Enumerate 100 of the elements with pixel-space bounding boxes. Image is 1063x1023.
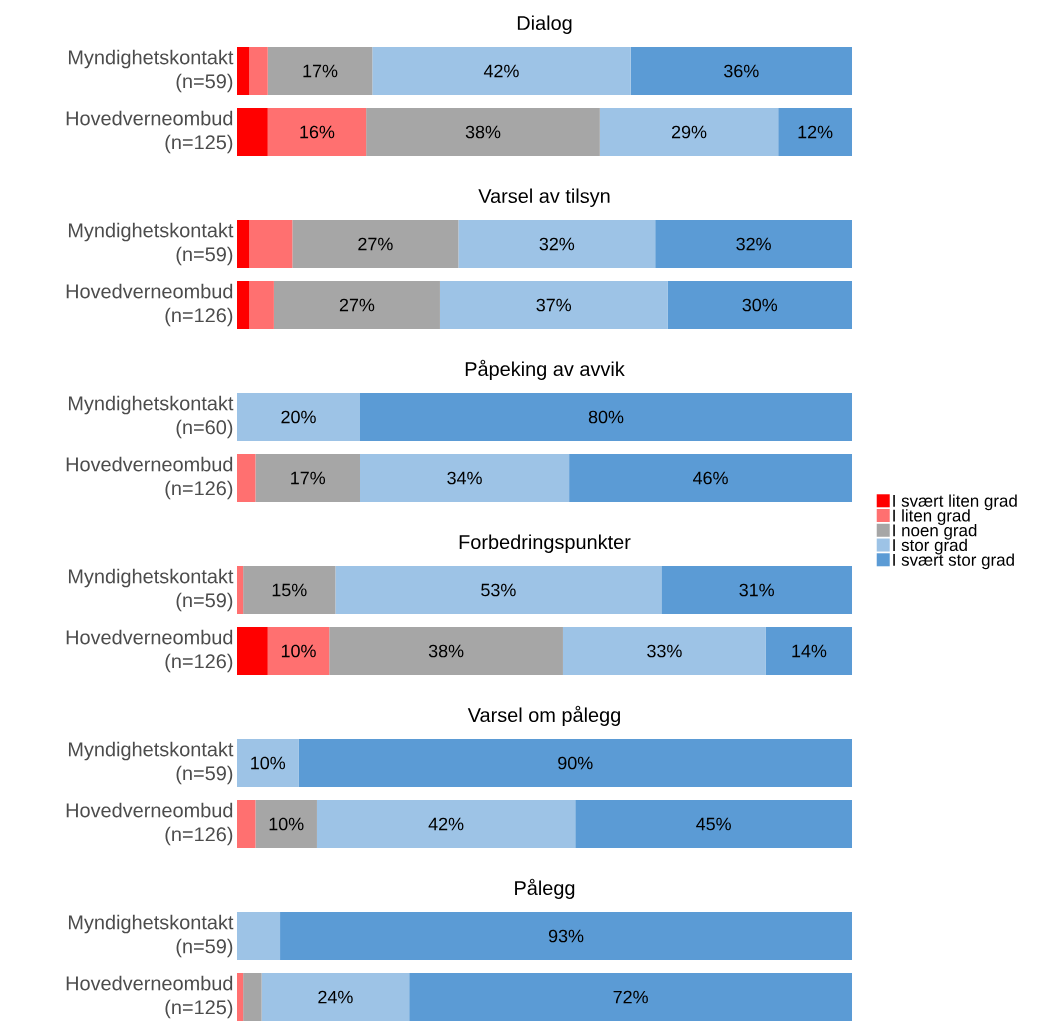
bar [655,220,853,268]
bar [575,800,853,849]
data-label: 90% [558,756,593,770]
y-tick-label: Myndighetskontakt (n=59) [68,222,234,266]
data-label: 42% [483,64,519,78]
bar [249,220,293,268]
y-tick-label: Hovedverneombud (n=126) [66,283,233,327]
bar [661,566,853,615]
bar [372,47,631,95]
bar [267,627,330,676]
data-label: 10% [251,756,286,770]
data-label: 46% [693,471,728,485]
chart-title: Dialog [517,15,572,35]
chart-title: Varsel av tilsyn [478,188,610,208]
data-label: 17% [291,471,326,485]
data-label: 16% [300,125,335,139]
bar [237,800,256,849]
bar [316,800,576,849]
bar [237,108,268,156]
data-label: 10% [281,644,316,658]
data-label: 93% [548,929,584,943]
data-label: 34% [447,471,482,485]
bar [237,566,244,615]
chart-title: Påpeking av avvik [465,359,625,381]
legend-label: I stor grad [893,538,967,555]
bar [298,739,853,788]
y-tick-label: Hovedverneombud (n=125) [66,110,233,154]
bar [335,566,662,615]
data-label: 33% [647,644,682,658]
bar [243,973,262,1022]
bar [267,108,367,156]
data-label: 15% [272,583,307,597]
bar [237,47,250,95]
data-label: 27% [339,298,375,312]
data-label: 14% [792,644,827,658]
bar [366,108,600,156]
data-label: 38% [428,644,464,658]
data-label: 42% [428,817,464,831]
y-tick-label: Hovedverneombud (n=126) [66,629,233,673]
data-label: 53% [481,583,516,597]
bar [329,627,563,676]
bar [237,912,281,961]
y-tick-label: Hovedverneombud (n=126) [66,802,233,846]
bar [765,627,853,676]
y-tick-label: Myndighetskontakt (n=59) [68,741,234,785]
bar [237,973,244,1022]
data-label: 31% [739,583,774,597]
bar [569,454,853,503]
bar [439,281,668,329]
y-tick-label: Hovedverneombud (n=126) [66,456,233,500]
legend-label: I liten grad [893,509,970,525]
bar [562,627,766,676]
bar [249,281,274,329]
bar [255,800,317,849]
bar [409,973,853,1022]
y-tick-label: Hovedverneombud (n=125) [66,975,233,1019]
bar [360,393,853,442]
data-label: 10% [269,817,304,831]
y-tick-label: Myndighetskontakt (n=60) [68,395,234,439]
data-label: 24% [318,990,353,1004]
bar [237,393,360,442]
bar [237,627,268,676]
data-label: 36% [724,64,759,78]
data-label: 12% [798,125,833,139]
data-label: 38% [465,125,501,139]
data-label: 80% [588,410,624,424]
y-tick-label: Myndighetskontakt (n=59) [68,49,234,93]
chart-title: Pålegg [515,878,575,900]
bar [292,220,459,268]
data-label: 32% [539,237,575,251]
data-label: 30% [742,298,778,312]
bar [249,47,268,95]
bar [778,108,853,156]
chart-title: Forbedringspunkter [459,534,631,554]
data-label: 37% [536,298,572,312]
bar [273,281,440,329]
data-label: 45% [696,817,731,831]
data-label: 72% [613,990,648,1004]
bar [243,566,336,615]
bar [255,454,360,503]
data-label: 32% [736,237,771,251]
bar [237,739,299,788]
data-label: 20% [281,410,316,424]
bar [360,454,570,503]
bar [237,281,250,329]
data-label: 27% [358,237,393,251]
bar [237,454,256,503]
bar [267,47,373,95]
bar [237,220,250,268]
data-label: 17% [303,64,338,78]
bar [458,220,656,268]
bar [599,108,779,156]
chart-title: Varsel om pålegg [467,705,620,727]
y-tick-label: Myndighetskontakt (n=59) [68,568,234,612]
data-label: 29% [671,125,707,139]
bar [667,281,853,329]
y-tick-label: Myndighetskontakt (n=59) [68,914,234,958]
bar [280,912,853,961]
bar [261,973,410,1022]
bar [630,47,853,95]
